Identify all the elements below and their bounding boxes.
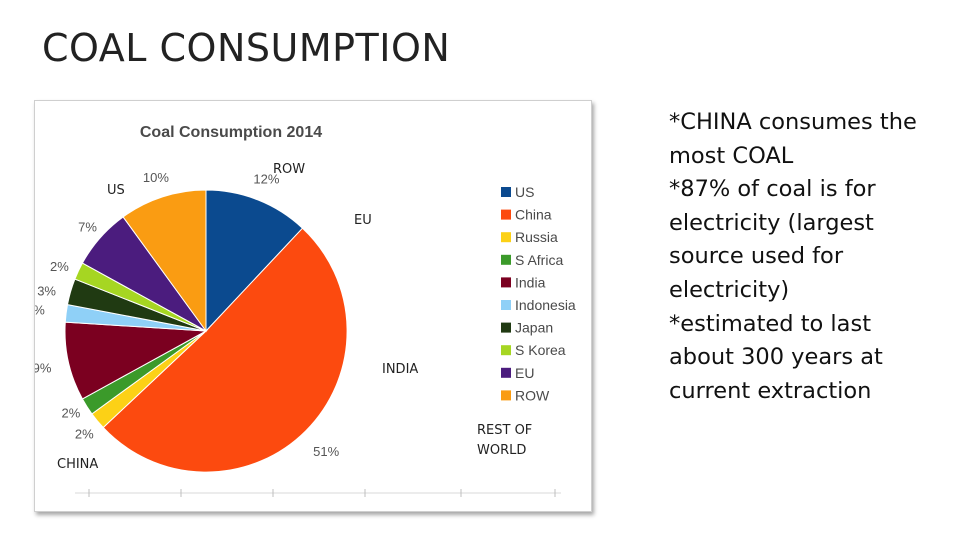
- pie-chart: Coal Consumption 2014 12% 51% 2% 2% 9% 2% 3% 2% 7…: [35, 124, 576, 497]
- chart-title: Coal Consumption 2014: [140, 124, 322, 141]
- legend-label: EU: [515, 365, 534, 381]
- legend-swatch: [501, 345, 511, 356]
- data-label: 2%: [50, 259, 69, 274]
- data-label: 9%: [35, 361, 52, 376]
- notes-panel: *CHINA consumes the most COAL *87% of co…: [669, 106, 949, 408]
- legend-label: Russia: [515, 229, 558, 245]
- note-line: *CHINA consumes the: [669, 109, 917, 135]
- legend-swatch: [501, 390, 511, 401]
- pie-slice-china: [102, 227, 348, 473]
- data-label: 10%: [143, 170, 169, 185]
- note-line: most COAL: [669, 142, 794, 169]
- note-line: about 300 years at: [669, 344, 883, 371]
- overlay-label-us: US: [107, 183, 125, 198]
- pie-slice-india: [64, 321, 208, 400]
- overlay-label-rest-of-world-line2: WORLD: [477, 443, 527, 458]
- note-line: *87% of coal is for: [669, 176, 876, 203]
- note-line: *estimated to last: [669, 310, 872, 337]
- legend-swatch: [501, 254, 511, 265]
- data-label: 51%: [313, 444, 339, 459]
- overlay-label-eu: EU: [354, 213, 372, 228]
- data-label: 12%: [253, 172, 279, 187]
- pie-slice-us: [205, 189, 304, 333]
- data-label: 7%: [78, 220, 97, 235]
- slide-title: COAL CONSUMPTION: [42, 26, 451, 70]
- note-line: source used for: [669, 243, 844, 270]
- note-line: electricity (largest: [669, 209, 874, 236]
- legend-label: ROW: [515, 387, 550, 403]
- note-line: electricity): [669, 276, 790, 303]
- legend-label: S Africa: [515, 252, 563, 268]
- legend-swatch: [501, 367, 511, 378]
- legend-swatch: [501, 300, 511, 310]
- overlay-label-rest-of-world: REST OF WORLD: [477, 421, 532, 461]
- legend-swatch: [501, 277, 511, 288]
- legend-swatch: [501, 322, 511, 333]
- chart-frame: Coal Consumption 2014 12% 51% 2% 2% 9% 2% 3% 2% 7…: [34, 100, 592, 512]
- legend-swatch: [501, 209, 511, 220]
- legend-label: Indonesia: [515, 297, 576, 313]
- legend-swatch: [501, 232, 511, 243]
- data-label: 2%: [62, 406, 81, 421]
- pie-slice-row: [122, 189, 207, 333]
- data-label: 2%: [35, 302, 45, 317]
- note-line: current extraction: [669, 377, 872, 404]
- legend-label: Japan: [515, 320, 553, 336]
- data-label: 3%: [37, 284, 56, 299]
- overlay-label-india: INDIA: [382, 362, 419, 377]
- legend-label: China: [515, 207, 552, 223]
- data-label: 2%: [75, 427, 94, 442]
- legend-label: S Korea: [515, 342, 566, 358]
- overlay-label-rest-of-world-line1: REST OF: [477, 423, 533, 438]
- legend-label: US: [515, 184, 534, 200]
- overlay-label-china: CHINA: [57, 457, 99, 472]
- legend-swatch: [501, 187, 511, 197]
- overlay-label-row: ROW: [273, 162, 306, 177]
- legend-label: India: [515, 274, 546, 290]
